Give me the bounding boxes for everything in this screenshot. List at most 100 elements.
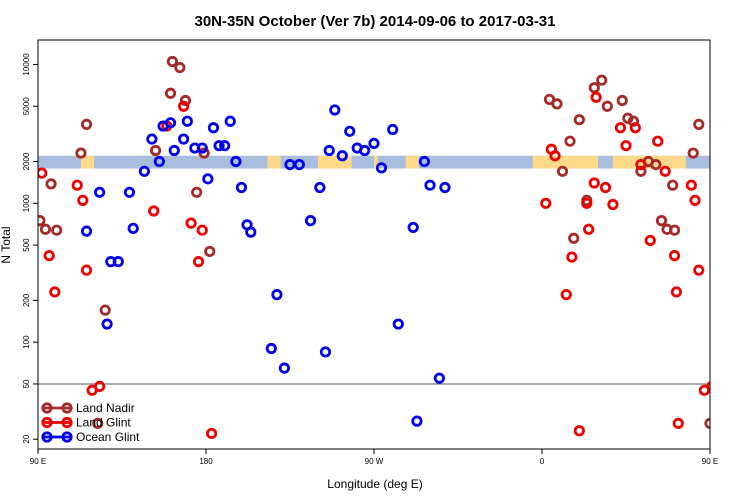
ocean-glint-point: [245, 226, 257, 238]
x-axis-ticks: 90 E 180 90 W 0 90 E: [30, 449, 718, 466]
land-glint-point: [644, 234, 656, 247]
land-glint-point: [706, 381, 710, 392]
y-axis-label: N Total: [0, 226, 13, 263]
legend-marker-land-nadir: [41, 402, 53, 414]
land-glint-point: [599, 181, 612, 194]
ocean-glint-point: [392, 318, 404, 330]
ocean-glint-point: [219, 140, 231, 152]
legend-label-ocean-glint: Ocean Glint: [76, 430, 140, 444]
ocean-glint-point: [127, 222, 139, 234]
land-nadir-point: [38, 215, 46, 227]
land-glint-point: [672, 417, 684, 429]
ocean-glint-point: [181, 115, 193, 127]
land-nadir-point: [568, 232, 580, 244]
ocean-glint-point: [138, 165, 150, 177]
x-tick-label: 90 E: [702, 457, 718, 466]
ocean-glint-point: [235, 181, 248, 194]
legend-label-land-nadir: Land Nadir: [76, 401, 135, 415]
land-glint-point: [178, 100, 190, 112]
land-nadir-point: [556, 165, 569, 177]
land-glint-point: [685, 179, 697, 191]
land-nadir-point: [693, 118, 705, 131]
land-nadir-point: [45, 178, 57, 190]
land-nadir-point: [687, 147, 699, 159]
ocean-glint-point: [323, 144, 335, 157]
land-mask-band: [38, 155, 710, 169]
land-nadir-point: [164, 87, 177, 99]
land-glint-point: [80, 264, 93, 276]
land-glint-point: [670, 286, 683, 298]
land-glint-point: [588, 177, 600, 189]
ocean-glint-point: [224, 115, 236, 127]
ocean-glint-point: [293, 158, 305, 171]
y-tick-label: 50: [22, 379, 31, 388]
land-glint-point: [549, 150, 561, 162]
data-points: [38, 55, 710, 440]
land-nadir-point: [174, 61, 186, 74]
ocean-glint-point: [271, 289, 283, 301]
y-tick-label: 2000: [22, 152, 31, 170]
land-glint-point: [192, 256, 205, 268]
ocean-glint-point: [153, 155, 165, 168]
land-nadir-point: [204, 245, 216, 258]
land-glint-point: [560, 289, 572, 301]
ocean-glint-point: [319, 346, 332, 358]
land-nadir-point: [588, 82, 600, 94]
land-glint-point: [668, 250, 681, 262]
land-nadir-point: [166, 55, 178, 68]
ocean-glint-point: [230, 155, 242, 168]
ocean-glint-point: [265, 342, 277, 355]
land-nadir-point: [573, 114, 585, 126]
land-band-segment: [374, 155, 378, 169]
ocean-glint-point: [424, 179, 436, 191]
land-nadir-point: [51, 224, 63, 236]
land-glint-point: [566, 251, 578, 263]
y-tick-label: 100: [22, 335, 31, 349]
y-tick-label: 20: [22, 434, 31, 443]
legend-marker-ocean-glint: [61, 431, 73, 443]
ocean-glint-point: [196, 142, 208, 154]
land-glint-point: [581, 197, 593, 209]
chart-title: 30N-35N October (Ver 7b) 2014-09-06 to 2…: [194, 13, 555, 30]
land-nadir-point: [596, 74, 608, 86]
ocean-glint-point: [80, 225, 93, 237]
land-nadir-point: [99, 304, 111, 316]
x-tick-label: 90 E: [30, 457, 46, 466]
land-glint-point: [590, 91, 602, 103]
land-nadir-point: [75, 147, 87, 159]
ocean-glint-point: [418, 155, 430, 168]
land-glint-point: [540, 197, 552, 209]
land-nadir-point: [551, 98, 563, 110]
land-glint-point: [614, 122, 627, 134]
land-band-segment: [80, 155, 94, 169]
land-glint-point: [185, 217, 197, 229]
ocean-glint-point: [123, 186, 136, 198]
land-nadir-point: [150, 144, 162, 157]
ocean-glint-point: [94, 186, 106, 198]
x-tick-label: 90 W: [365, 457, 384, 466]
land-nadir-point: [80, 118, 93, 131]
legend-marker-land-nadir: [61, 402, 73, 414]
land-glint-point: [573, 425, 585, 437]
land-glint-point: [607, 198, 619, 211]
ocean-glint-point: [314, 181, 326, 194]
ocean-glint-point: [112, 256, 124, 268]
ocean-glint-point: [146, 133, 158, 145]
land-nadir-point: [668, 224, 681, 236]
land-glint-point: [43, 250, 55, 262]
x-axis-label: Longitude (deg E): [327, 477, 422, 491]
ocean-glint-point: [164, 117, 177, 129]
land-nadir-point: [655, 215, 668, 227]
land-nadir-point: [564, 135, 576, 147]
ocean-glint-point: [178, 133, 190, 145]
ocean-glint-point: [439, 181, 451, 194]
ocean-glint-point: [304, 215, 317, 227]
ocean-glint-point: [202, 173, 214, 185]
ocean-glint-point: [101, 318, 113, 330]
land-glint-point: [196, 224, 208, 236]
ocean-glint-point: [336, 150, 348, 162]
ocean-glint-point: [433, 372, 445, 384]
legend-label-land-glint: Land Glint: [76, 416, 131, 430]
land-band-segment: [405, 155, 419, 169]
